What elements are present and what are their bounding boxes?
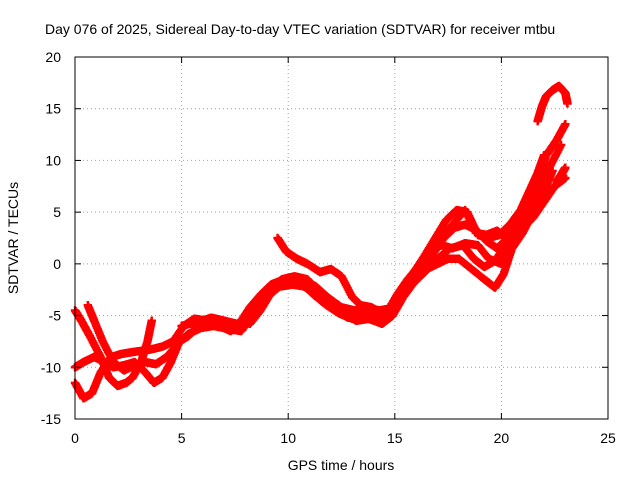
data-point (147, 316, 156, 325)
y-tick-label: -15 (41, 411, 61, 427)
data-series (552, 163, 570, 186)
chart-title: Day 076 of 2025, Sidereal Day-to-day VTE… (45, 21, 555, 37)
data-point (563, 99, 572, 108)
plot-frame (74, 56, 609, 420)
y-tick-labels: -15 -10 -5 0 5 10 15 20 (41, 49, 61, 427)
data-point (561, 163, 570, 172)
x-tick-label: 20 (494, 430, 510, 446)
y-tick-label: 20 (45, 49, 61, 65)
data-point (548, 166, 557, 175)
y-tick-label: -5 (49, 308, 62, 324)
data-point (561, 120, 570, 129)
y-tick-label: -10 (41, 359, 61, 375)
data-point (539, 151, 549, 160)
y-tick-label: 15 (45, 101, 61, 117)
data-series (273, 151, 549, 318)
data-marks (70, 81, 572, 403)
x-tick-label: 10 (280, 430, 296, 446)
y-tick-label: 5 (53, 204, 61, 220)
x-tick-label: 0 (71, 430, 79, 446)
data-point (556, 140, 566, 150)
x-tick-labels: 0 5 10 15 20 25 (71, 430, 616, 446)
y-tick-label: 0 (53, 256, 61, 272)
tick-marks (74, 56, 609, 420)
y-tick-label: 10 (45, 152, 61, 168)
x-tick-label: 25 (600, 430, 616, 446)
y-axis-label: SDTVAR / TECUs (5, 182, 21, 294)
x-tick-label: 5 (178, 430, 186, 446)
x-tick-label: 15 (387, 430, 403, 446)
x-axis-label: GPS time / hours (288, 457, 395, 473)
data-series (533, 81, 572, 126)
